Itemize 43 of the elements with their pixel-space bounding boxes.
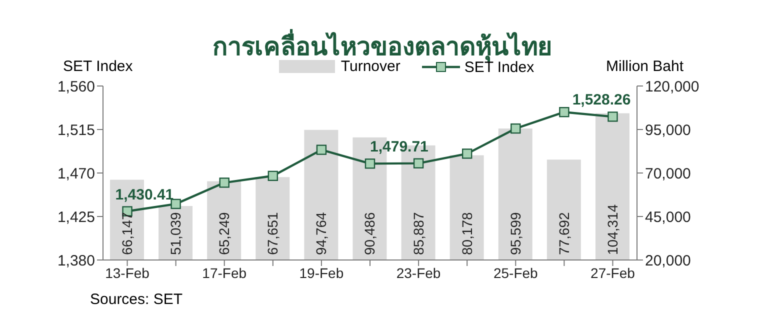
- y2-tick-label: 20,000: [645, 252, 691, 270]
- data-label: 94,764: [313, 212, 330, 255]
- y2-axis-title: Million Baht: [606, 58, 684, 75]
- y-axis-title: SET Index: [63, 58, 133, 75]
- y-tick-label: 1,560: [57, 78, 95, 96]
- point: [219, 178, 230, 188]
- point: [364, 158, 376, 169]
- data-label: 95,599: [507, 212, 524, 255]
- y-tick-label: 1,380: [57, 252, 95, 270]
- data-label: 65,249: [216, 212, 232, 255]
- point: [413, 158, 424, 168]
- source-note: Sources: SET: [90, 291, 183, 308]
- point: [316, 144, 327, 155]
- x-tick-label: 17-Feb: [202, 264, 247, 281]
- y-tick-label: 1,515: [57, 122, 95, 139]
- x-tick-label: 19-Feb: [299, 264, 344, 281]
- data-label: 1,528.26: [572, 92, 631, 109]
- data-label: 67,651: [264, 212, 281, 255]
- data-label: 66,147: [119, 212, 135, 255]
- data-label: 104,314: [604, 204, 620, 255]
- data-label: 85,887: [410, 212, 426, 255]
- data-label: 51,039: [168, 212, 184, 255]
- data-label: 1,430.41: [115, 186, 174, 204]
- x-tick-label: 13-Feb: [105, 264, 150, 281]
- data-label: 80,178: [458, 212, 475, 255]
- point: [510, 123, 521, 134]
- x-tick-label: 23-Feb: [396, 264, 441, 281]
- point: [559, 107, 570, 118]
- data-label: 1,479.71: [370, 138, 428, 156]
- y2-tick-label: 120,000: [645, 78, 700, 96]
- y2-tick-label: 95,000: [645, 122, 691, 139]
- point: [608, 112, 618, 122]
- point: [462, 148, 472, 159]
- legend-label: Turnover: [340, 58, 400, 75]
- data-label: 77,692: [556, 212, 572, 255]
- x-tick-label: 27-Feb: [590, 264, 636, 281]
- y2-tick-label: 70,000: [645, 165, 691, 182]
- x-tick-label: 25-Feb: [493, 264, 538, 281]
- y-tick-label: 1,425: [57, 208, 95, 226]
- data-label: 90,486: [362, 212, 378, 255]
- point: [268, 170, 278, 181]
- y2-tick-label: 45,000: [645, 208, 691, 226]
- y-tick-label: 1,470: [57, 165, 95, 182]
